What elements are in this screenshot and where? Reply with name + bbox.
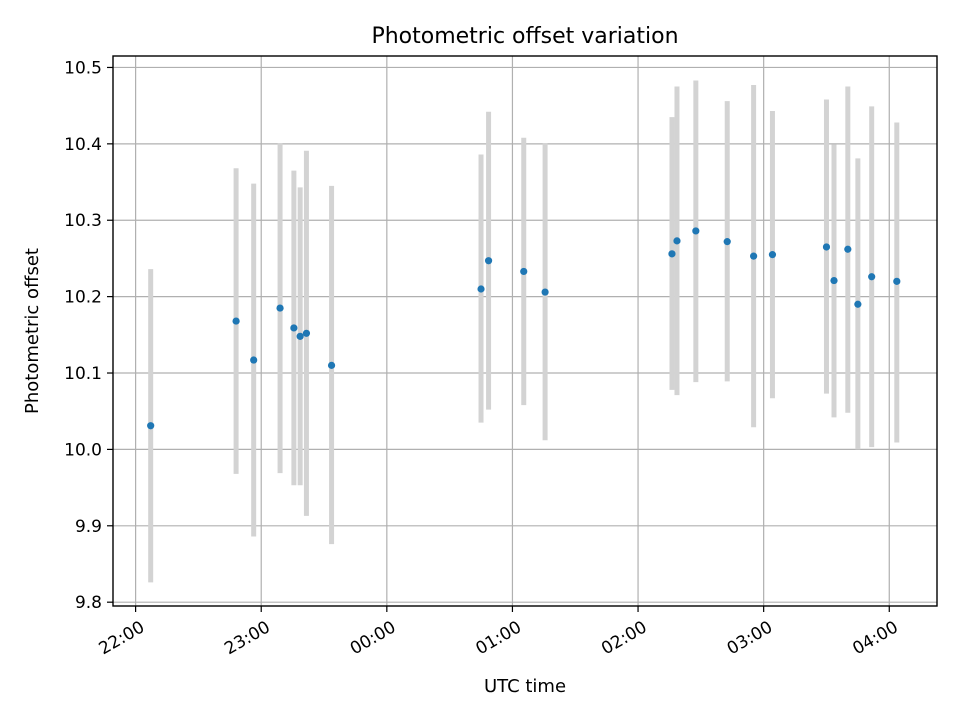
data-point [893, 277, 901, 285]
x-tick-label: 02:00 [598, 617, 650, 659]
y-tick-label: 10.4 [64, 135, 102, 155]
data-point [830, 276, 838, 285]
data-point [147, 422, 155, 430]
error-bars [148, 80, 900, 583]
data-point [541, 288, 549, 296]
data-point [868, 273, 876, 281]
plot-frame [112, 55, 938, 607]
y-axis-ticks: 9.8 9.9 10.0 10.1 10.2 10.3 10.4 10.5 [64, 58, 113, 613]
y-tick-label: 10.0 [64, 440, 102, 460]
data-point [484, 257, 493, 265]
x-tick-label: 03:00 [724, 617, 776, 659]
data-point [673, 237, 681, 245]
data-point [822, 243, 831, 251]
data-point [477, 285, 485, 293]
x-axis-label: UTC time [484, 676, 566, 697]
data-point [723, 238, 731, 246]
data-point [750, 252, 758, 260]
data-point [844, 245, 852, 253]
chart-title: Photometric offset variation [371, 24, 678, 49]
x-tick-label: 23:00 [221, 617, 273, 659]
x-tick-label: 04:00 [849, 617, 901, 659]
data-point [296, 332, 304, 340]
data-point [302, 329, 311, 337]
data-point [520, 267, 528, 276]
data-point [768, 251, 777, 259]
y-tick-label: 9.8 [75, 593, 102, 613]
x-axis-ticks: 22:00 23:00 00:00 01:00 02:00 03:00 04:00 [96, 606, 902, 659]
data-point [692, 227, 700, 235]
data-point [276, 304, 284, 312]
data-points [147, 227, 901, 430]
y-tick-label: 9.9 [75, 517, 102, 537]
y-tick-label: 10.2 [64, 288, 102, 308]
data-point [232, 317, 240, 325]
y-tick-label: 10.3 [64, 211, 102, 231]
x-tick-label: 22:00 [96, 617, 148, 659]
data-point [250, 356, 258, 364]
x-tick-label: 00:00 [347, 617, 399, 659]
data-point [854, 300, 862, 308]
y-tick-label: 10.5 [64, 58, 102, 78]
data-point [327, 361, 336, 369]
data-point [668, 250, 676, 258]
data-point [290, 324, 298, 332]
y-tick-label: 10.1 [64, 364, 102, 384]
x-tick-label: 01:00 [473, 617, 525, 659]
y-axis-label: Photometric offset [22, 248, 43, 414]
